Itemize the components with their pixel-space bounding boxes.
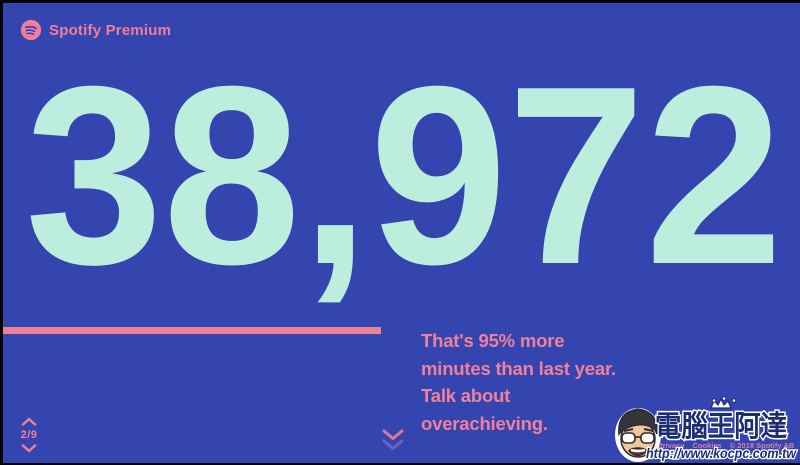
brand-wordmark: Spotify Premium	[49, 21, 172, 39]
legal-link[interactable]: Legal	[630, 441, 650, 450]
watermark-title: 電腦王阿達	[654, 396, 789, 445]
divider-line	[3, 327, 381, 334]
caption-line: Talk about	[421, 385, 511, 406]
chevron-up-icon	[21, 417, 37, 426]
next-slide-button[interactable]	[19, 442, 39, 455]
scroll-down-button[interactable]	[380, 429, 406, 452]
cookies-link[interactable]: Cookies	[692, 441, 722, 450]
spotify-logo-icon	[20, 19, 42, 41]
caption-line: minutes than last year.	[421, 357, 616, 379]
caption-line: overachieving.	[421, 412, 548, 434]
previous-slide-button[interactable]	[19, 415, 39, 428]
privacy-link[interactable]: Privacy	[657, 441, 685, 450]
caption-line: That's 95% more	[421, 330, 565, 351]
caption-text: That's 95% more minutes than last year. …	[421, 327, 616, 437]
big-number-text: 38,972	[25, 33, 783, 317]
watermark-title-text: 電腦王阿達	[655, 410, 787, 443]
copyright-text: © 2018 Spotify AB	[729, 441, 795, 450]
page-indicator: 2/9	[20, 429, 38, 441]
mascot-icon	[615, 408, 661, 462]
slide-pagination: 2/9	[14, 415, 44, 455]
spotify-premium-logo[interactable]: Spotify Premium	[20, 19, 171, 41]
chevron-down-icon	[21, 444, 37, 453]
double-chevron-down-icon	[382, 429, 404, 450]
site-watermark: 電腦王阿達 http://www.kocpc.com.tw	[615, 393, 799, 463]
crown-icon	[710, 397, 732, 409]
big-number: 38,972	[25, 33, 783, 317]
footer-legal-links: Legal Privacy Cookies © 2018 Spotify AB …	[630, 441, 800, 450]
